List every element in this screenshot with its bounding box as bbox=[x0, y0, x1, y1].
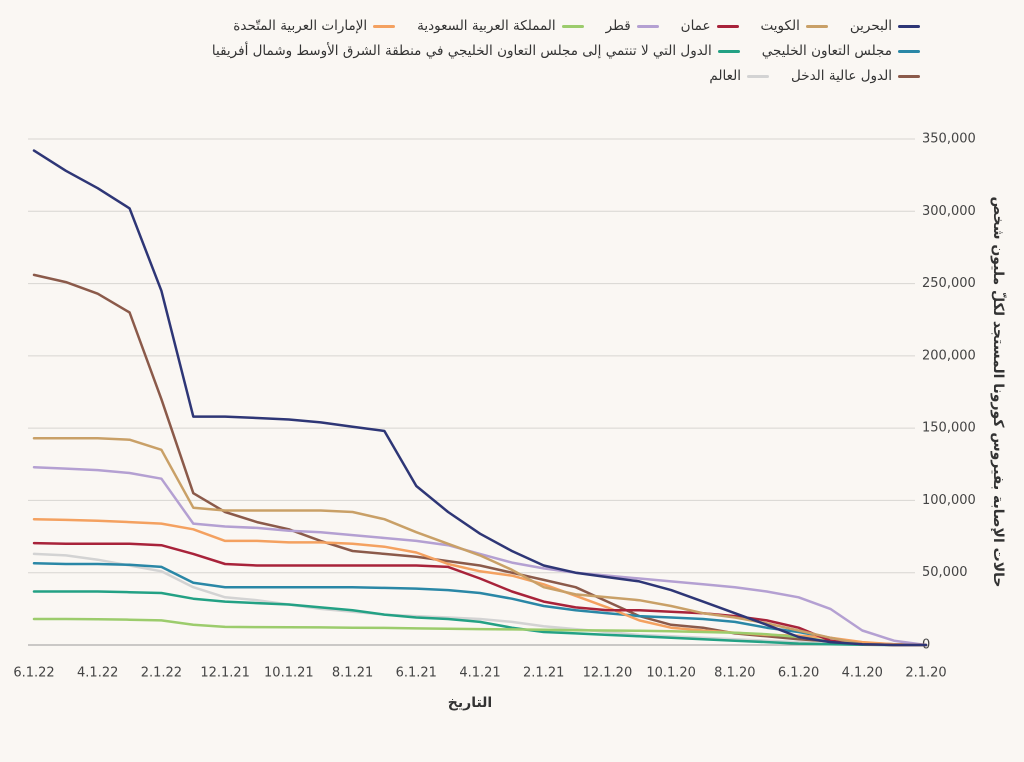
x-tick-label: 2.1.21 bbox=[523, 666, 564, 681]
legend-label: العالم bbox=[709, 68, 742, 84]
legend-label: الدول عالية الدخل bbox=[791, 68, 892, 84]
legend-label: قطر bbox=[605, 18, 631, 34]
x-tick-label: 4.1.22 bbox=[77, 666, 118, 681]
series-line bbox=[32, 149, 928, 647]
x-tick-label: 10.1.20 bbox=[646, 666, 696, 681]
legend-item: الدول التي لا تنتمي إلى مجلس التعاون الخ… bbox=[212, 43, 740, 59]
legend-swatch bbox=[898, 49, 920, 53]
series-line bbox=[32, 541, 928, 647]
legend: البحرين الكويت عمان قطر المملكة العربية السع… bbox=[180, 18, 920, 84]
y-tick-label: 350,000 bbox=[922, 132, 976, 147]
x-tick-label: 8.1.21 bbox=[332, 666, 373, 681]
legend-label: الإمارات العربية المتّحدة bbox=[233, 18, 368, 34]
legend-item: الدول عالية الدخل bbox=[791, 68, 920, 84]
series-line bbox=[32, 437, 928, 647]
legend-label: المملكة العربية السعودية bbox=[417, 18, 556, 34]
x-tick-label: 4.1.20 bbox=[842, 666, 883, 681]
legend-label: الدول التي لا تنتمي إلى مجلس التعاون الخ… bbox=[211, 43, 712, 59]
legend-label: الكويت bbox=[760, 18, 800, 34]
x-tick-label: 6.1.22 bbox=[13, 666, 54, 681]
x-tick-label: 2.1.22 bbox=[141, 666, 182, 681]
y-tick-label: 250,000 bbox=[922, 276, 976, 291]
series-line bbox=[32, 552, 928, 647]
x-tick-label: 6.1.20 bbox=[778, 666, 819, 681]
x-tick-label: 6.1.21 bbox=[396, 666, 437, 681]
x-axis-title: التاريخ bbox=[448, 695, 492, 711]
y-axis-title: حالات الإصابة بفيروس كورونا المستجد لكلّ… bbox=[990, 197, 1007, 588]
series-line bbox=[32, 465, 928, 647]
y-tick-label: 50,000 bbox=[922, 565, 968, 580]
legend-swatch bbox=[561, 24, 584, 28]
x-tick-label: 10.1.21 bbox=[264, 666, 314, 681]
legend-item: البحرين bbox=[850, 18, 920, 34]
series-line bbox=[32, 617, 928, 647]
y-tick-label: 200,000 bbox=[922, 348, 976, 363]
x-tick-label: 12.1.20 bbox=[583, 666, 633, 681]
legend-swatch bbox=[717, 49, 740, 53]
legend-swatch bbox=[898, 24, 920, 28]
x-tick-label: 8.1.20 bbox=[714, 666, 755, 681]
legend-label: عمان bbox=[680, 18, 711, 34]
x-tick-label: 4.1.21 bbox=[459, 666, 500, 681]
legend-item: الإمارات العربية المتّحدة bbox=[233, 18, 396, 34]
y-tick-label: 300,000 bbox=[922, 204, 976, 219]
legend-label: البحرين bbox=[849, 18, 892, 34]
legend-swatch bbox=[747, 74, 770, 78]
legend-item: المملكة العربية السعودية bbox=[417, 18, 584, 34]
legend-swatch bbox=[716, 24, 739, 28]
legend-swatch bbox=[636, 24, 659, 28]
x-tick-label: 12.1.21 bbox=[200, 666, 250, 681]
legend-item: قطر bbox=[606, 18, 659, 34]
series-line bbox=[32, 590, 928, 647]
legend-item: عمان bbox=[681, 18, 739, 34]
legend-swatch bbox=[805, 24, 828, 28]
legend-swatch bbox=[898, 74, 920, 78]
series-line bbox=[32, 273, 928, 647]
legend-label: مجلس التعاون الخليجي bbox=[761, 43, 892, 59]
legend-item: الكويت bbox=[761, 18, 828, 34]
y-tick-label: 100,000 bbox=[922, 493, 976, 508]
y-tick-label: 150,000 bbox=[922, 421, 976, 436]
x-tick-label: 2.1.20 bbox=[905, 666, 946, 681]
legend-swatch bbox=[373, 24, 396, 28]
legend-item: العالم bbox=[709, 68, 770, 84]
legend-item: مجلس التعاون الخليجي bbox=[762, 43, 920, 59]
